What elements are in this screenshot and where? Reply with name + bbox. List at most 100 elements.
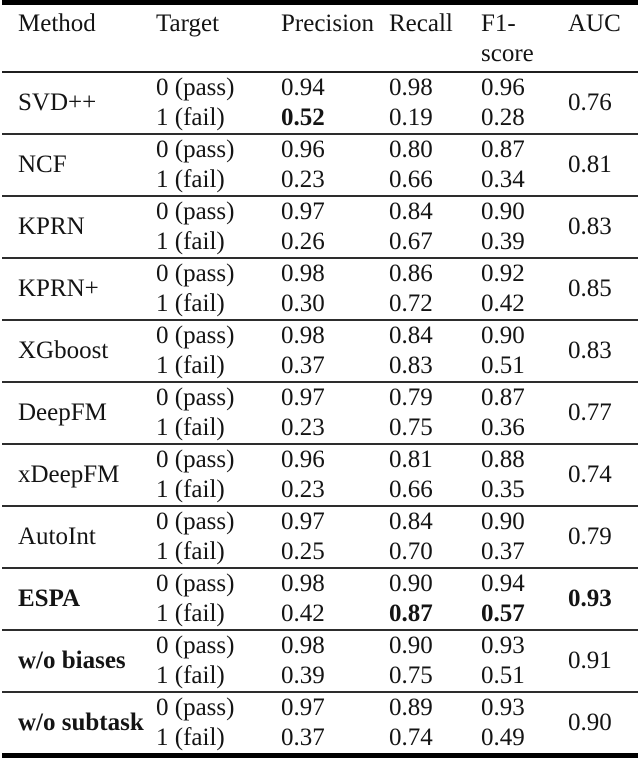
precision-cell: 0.23: [281, 166, 325, 193]
recall-cell: 0.66: [389, 166, 433, 193]
recall-cell: 0.74: [389, 724, 433, 751]
method-group-row-pass: xDeepFM 0 (pass) 0.96 0.81 0.88 0.74: [2, 443, 638, 506]
recall-cell: 0.81: [373, 443, 465, 475]
method-group-row-pass: NCF 0 (pass) 0.96 0.80 0.87 0.81: [2, 133, 638, 196]
auc-cell: 0.79: [552, 505, 638, 568]
precision-cell: 0.97: [265, 195, 373, 227]
precision-cell: 0.97: [265, 381, 373, 413]
method-cell: NCF: [2, 133, 140, 196]
precision-cell: 0.96: [265, 133, 373, 165]
method-group-row-fail: 1 (fail) 0.42 0.87 0.57: [2, 599, 638, 630]
precision-cell: 0.30: [281, 290, 325, 317]
method-group-row-fail: 1 (fail) 0.23 0.75 0.36: [2, 413, 638, 444]
recall-cell: 0.90: [373, 567, 465, 599]
auc-cell: 0.93: [552, 567, 638, 630]
f1-cell: 0.28: [481, 104, 525, 131]
auc-cell: 0.76: [552, 71, 638, 134]
target-cell: 0 (pass): [140, 257, 265, 289]
f1-cell: 0.87: [465, 133, 552, 165]
method-cell: DeepFM: [2, 381, 140, 444]
auc-cell: 0.83: [552, 319, 638, 382]
precision-cell: 0.97: [265, 505, 373, 537]
f1-cell: 0.51: [481, 352, 525, 379]
auc-cell: 0.74: [552, 443, 638, 506]
target-cell: 1 (fail): [156, 662, 225, 689]
target-cell: 1 (fail): [156, 600, 225, 627]
f1-cell: 0.35: [481, 476, 525, 503]
method-group-row-fail: 1 (fail) 0.23 0.66 0.35: [2, 475, 638, 506]
method-cell: AutoInt: [2, 505, 140, 568]
method-cell: XGboost: [2, 319, 140, 382]
target-cell: 0 (pass): [140, 505, 265, 537]
f1-cell: 0.90: [465, 319, 552, 351]
column-header-f1score: F1-score: [465, 2, 552, 73]
method-group-row-fail: 1 (fail) 0.52 0.19 0.28: [2, 103, 638, 134]
method-group-row-pass: XGboost 0 (pass) 0.98 0.84 0.90 0.83: [2, 319, 638, 382]
target-cell: 0 (pass): [140, 381, 265, 413]
method-cell: KPRN+: [2, 257, 140, 320]
auc-cell: 0.77: [552, 381, 638, 444]
precision-cell: 0.42: [281, 600, 325, 627]
recall-cell: 0.67: [389, 228, 433, 255]
recall-cell: 0.90: [373, 629, 465, 661]
method-group-row-pass: w/o biases 0 (pass) 0.98 0.90 0.93 0.91: [2, 629, 638, 692]
results-table-body: SVD++ 0 (pass) 0.94 0.98 0.96 0.76 1 (fail) 0.5…: [2, 71, 638, 756]
recall-cell: 0.86: [373, 257, 465, 289]
recall-cell: 0.84: [373, 505, 465, 537]
column-header-recall: Recall: [373, 2, 465, 73]
f1-cell: 0.49: [481, 724, 525, 751]
recall-cell: 0.84: [373, 195, 465, 227]
precision-cell: 0.39: [281, 662, 325, 689]
target-cell: 1 (fail): [156, 352, 225, 379]
precision-cell: 0.97: [265, 691, 373, 723]
method-group-row-pass: DeepFM 0 (pass) 0.97 0.79 0.87 0.77: [2, 381, 638, 444]
f1-cell: 0.39: [481, 228, 525, 255]
method-group-row-pass: ESPA 0 (pass) 0.98 0.90 0.94 0.93: [2, 567, 638, 630]
column-header-target: Target: [140, 2, 265, 73]
method-group-row-pass: SVD++ 0 (pass) 0.94 0.98 0.96 0.76: [2, 71, 638, 134]
target-cell: 1 (fail): [156, 228, 225, 255]
f1-cell: 0.90: [465, 505, 552, 537]
target-cell: 0 (pass): [140, 567, 265, 599]
auc-cell: 0.81: [552, 133, 638, 196]
recall-cell: 0.75: [389, 662, 433, 689]
target-cell: 0 (pass): [140, 629, 265, 661]
auc-cell: 0.91: [552, 629, 638, 692]
f1-cell: 0.57: [481, 600, 525, 627]
recall-cell: 0.98: [373, 71, 465, 103]
f1-cell: 0.37: [481, 538, 525, 565]
f1-cell: 0.94: [465, 567, 552, 599]
method-group-row-fail: 1 (fail) 0.37 0.83 0.51: [2, 351, 638, 382]
target-cell: 0 (pass): [140, 319, 265, 351]
target-cell: 0 (pass): [140, 195, 265, 227]
precision-cell: 0.98: [265, 257, 373, 289]
f1-cell: 0.90: [465, 195, 552, 227]
recall-cell: 0.83: [389, 352, 433, 379]
column-header-precision: Precision: [265, 2, 374, 73]
precision-cell: 0.98: [265, 319, 373, 351]
method-group-row-pass: w/o subtask 0 (pass) 0.97 0.89 0.93 0.90: [2, 691, 638, 756]
recall-cell: 0.84: [373, 319, 465, 351]
column-header-auc: AUC: [552, 2, 638, 73]
f1-cell: 0.93: [465, 691, 552, 723]
recall-cell: 0.79: [373, 381, 465, 413]
target-cell: 0 (pass): [140, 71, 265, 103]
f1-cell: 0.36: [481, 414, 525, 441]
precision-cell: 0.98: [265, 567, 373, 599]
recall-cell: 0.80: [373, 133, 465, 165]
target-cell: 0 (pass): [140, 133, 265, 165]
recall-cell: 0.89: [373, 691, 465, 723]
method-group-row-fail: 1 (fail) 0.25 0.70 0.37: [2, 537, 638, 568]
f1score-header-label: F1-score: [481, 10, 534, 67]
auc-cell: 0.83: [552, 195, 638, 258]
header-row: Method Target Precision Recall F1-score …: [2, 2, 638, 73]
precision-cell: 0.52: [281, 104, 325, 131]
f1-cell: 0.51: [481, 662, 525, 689]
precision-cell: 0.23: [281, 476, 325, 503]
target-cell: 0 (pass): [140, 691, 265, 723]
recall-cell: 0.19: [389, 104, 433, 131]
f1-cell: 0.87: [465, 381, 552, 413]
precision-cell: 0.37: [281, 724, 325, 751]
